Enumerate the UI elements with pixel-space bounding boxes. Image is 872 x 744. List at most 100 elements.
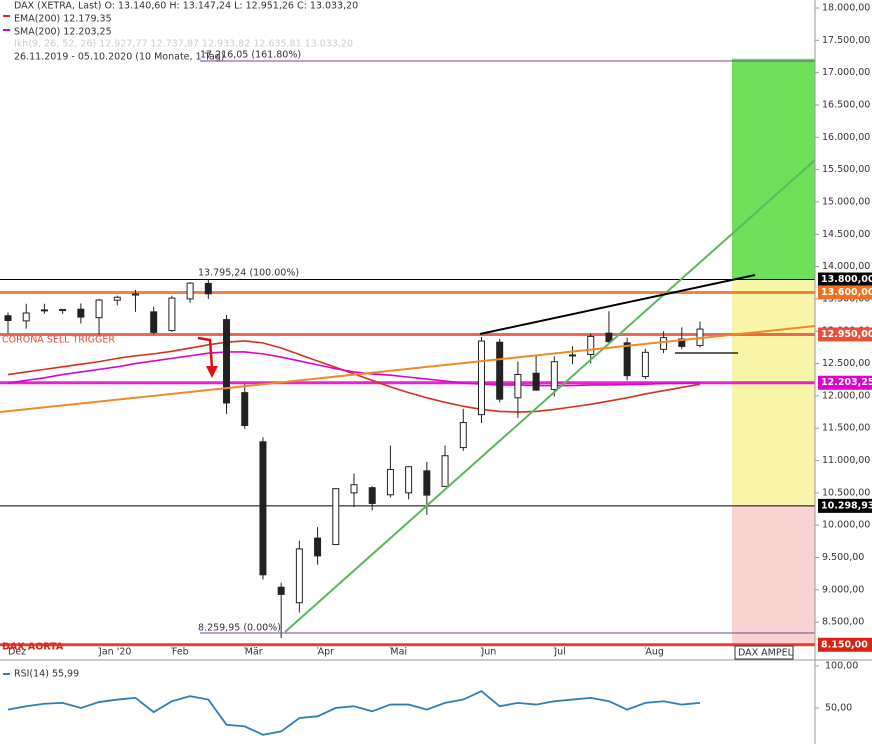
x-tick-label: Jul — [553, 647, 565, 658]
legend-swatch — [3, 673, 10, 675]
y-tick-label: 9.500,00 — [822, 552, 864, 563]
y-tick-label: 14.000,00 — [822, 261, 870, 272]
trendline — [0, 325, 816, 413]
candle-body — [386, 469, 394, 496]
y-tick-label: 10.000,00 — [822, 520, 870, 531]
x-tick-label: Jan '20 — [98, 647, 131, 658]
y-tick-label: 9.000,00 — [822, 584, 864, 595]
y-tick-label: 15.500,00 — [822, 164, 870, 175]
level-box — [818, 327, 872, 342]
y-tick-label: 14.500,00 — [822, 229, 870, 240]
legend-swatch — [3, 15, 10, 17]
candle-body — [477, 340, 485, 416]
candle-body — [168, 297, 176, 332]
x-tick-label: Jun — [480, 647, 496, 658]
candle-body — [314, 537, 322, 557]
y-tick-label: 11.500,00 — [822, 423, 870, 434]
candle-body — [459, 422, 467, 449]
candle-body — [641, 351, 649, 377]
annotation: CORONA SELL TRIGGER — [2, 335, 115, 346]
y-tick-label: 17.500,00 — [822, 35, 870, 46]
y-tick-label: 17.000,00 — [822, 67, 870, 78]
annotation: DAX AMPEL — [738, 648, 794, 659]
arrow — [197, 336, 214, 369]
arrow-head — [206, 366, 218, 378]
level-label: 12.950,00 — [821, 329, 872, 340]
y-tick-label: 16.500,00 — [822, 99, 870, 110]
header: DAX (XETRA, Last) O: 13.140,60 H: 13.147… — [14, 1, 358, 12]
candle-body — [332, 488, 340, 546]
x-tick-label: Dez — [8, 647, 26, 658]
zone — [732, 505, 815, 645]
candle-body — [532, 372, 540, 391]
level-box — [818, 498, 872, 513]
y-tick-label: 16.000,00 — [822, 132, 870, 143]
candle-body — [496, 341, 504, 400]
legend-ema: EMA(200) 12.179,35 — [14, 14, 112, 25]
candle-body — [295, 548, 303, 604]
zone — [732, 58, 815, 280]
candle-body — [223, 319, 231, 404]
candle-body — [587, 335, 595, 356]
candle-body — [113, 296, 121, 301]
candle-body — [423, 470, 431, 496]
level-label: 8.150,00 — [821, 639, 868, 650]
ma-line — [7, 351, 701, 387]
date-range: 26.11.2019 - 05.10.2020 (10 Monate, 1 Ta… — [14, 52, 224, 63]
annotation: 13.795,24 (100.00%) — [198, 268, 299, 279]
rsi-legend: RSI(14) 55,99 — [14, 669, 79, 680]
y-tick-label: 12.500,00 — [822, 358, 870, 369]
trendline — [479, 274, 756, 335]
candle-body — [131, 293, 139, 296]
level-box — [818, 272, 872, 287]
level-label: 13.600,00 — [821, 287, 872, 298]
candle-body — [605, 332, 613, 343]
candle-body — [368, 487, 376, 504]
rsi-line — [7, 690, 701, 736]
annotation: 8.259,95 (0.00%) — [198, 623, 281, 634]
x-tick-label: Mär — [245, 647, 263, 658]
candle-body — [150, 311, 158, 333]
candle-body — [186, 282, 194, 300]
candle-body — [441, 455, 449, 487]
candle-body — [204, 282, 212, 295]
y-tick-label: 100,00 — [825, 661, 858, 672]
candle-body — [241, 392, 249, 426]
y-tick-label: 50,00 — [825, 702, 852, 713]
x-tick-label: Feb — [172, 647, 189, 658]
legend-sma: SMA(200) 12.203,25 — [14, 27, 112, 38]
y-tick-label: 8.500,00 — [822, 617, 864, 628]
candle-body — [678, 338, 686, 347]
candle-body — [59, 308, 67, 312]
candle-body — [660, 337, 668, 350]
candle-body — [40, 309, 48, 312]
candle-body — [350, 484, 358, 494]
level-label: 10.298,93 — [821, 500, 872, 511]
y-tick-label: 12.000,00 — [822, 390, 870, 401]
y-tick-label: 18.000,00 — [822, 3, 870, 14]
y-tick-label: 11.000,00 — [822, 455, 870, 466]
annotation: DAX AORTA — [2, 642, 64, 653]
trendline — [284, 159, 816, 633]
y-tick-label: 15.000,00 — [822, 196, 870, 207]
legend-swatch — [3, 29, 10, 31]
candle-body — [77, 308, 85, 318]
candle-body — [569, 354, 577, 357]
annotation: 17.216,05 (161.80%) — [200, 50, 301, 61]
candle-body — [22, 312, 30, 322]
level-label: 12.203,25 — [821, 377, 872, 388]
level-box — [818, 285, 872, 300]
zone — [732, 279, 815, 506]
candle-body — [514, 373, 522, 399]
level-box — [818, 637, 872, 652]
x-tick-label: Apr — [318, 647, 335, 658]
candle-body — [4, 315, 12, 322]
level-label: 13.800,00 — [821, 274, 872, 285]
candle-body — [259, 441, 267, 576]
x-tick-label: Aug — [645, 647, 664, 658]
label-box — [734, 645, 794, 660]
candle-body — [277, 586, 285, 595]
y-tick-label: 10.500,00 — [822, 487, 870, 498]
